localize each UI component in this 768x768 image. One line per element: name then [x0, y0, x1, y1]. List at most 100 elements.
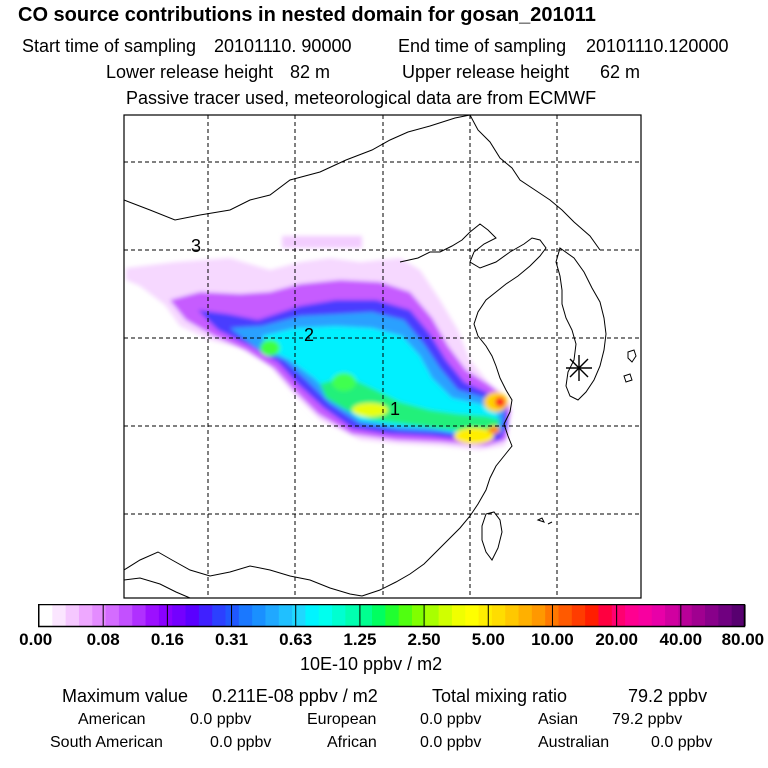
- colorbar-tick-label: 1.25: [343, 630, 377, 649]
- colorbar-cell: [158, 605, 173, 626]
- coast-bohai: [469, 115, 601, 251]
- border-north: [124, 115, 471, 221]
- region-label-2: 2: [304, 325, 314, 345]
- graticule: [124, 115, 641, 598]
- asterisk-receptor-icon: [566, 355, 592, 381]
- plume-spot-green-west: [260, 340, 280, 356]
- colorbar-cell: [252, 605, 267, 626]
- colorbar-cell: [598, 605, 613, 626]
- colorbar-cell: [172, 605, 187, 626]
- asian-value: 79.2 ppbv: [612, 711, 683, 728]
- colorbar-cell: [478, 605, 493, 626]
- colorbar-cell: [318, 605, 333, 626]
- plume-band-cyan: [262, 326, 498, 434]
- coast-korea: [555, 247, 607, 401]
- colorbar-frame: [38, 604, 746, 628]
- colorbar-cell: [438, 605, 453, 626]
- colorbar-cell: [372, 605, 386, 626]
- colorbar-tick-label: 10.00: [531, 630, 574, 649]
- colorbar-cell: [52, 605, 67, 626]
- colorbar-tick-label: 0.16: [150, 630, 184, 649]
- region-label-3: 3: [191, 236, 201, 256]
- colorbar-cell: [465, 605, 480, 626]
- lower-height-label: Lower release height: [106, 62, 274, 82]
- plume-hotspot-orange: [488, 426, 500, 434]
- colorbar-cell: [198, 605, 213, 626]
- european-label: European: [307, 711, 377, 728]
- colorbar-cell: [625, 605, 640, 626]
- border-vietnam: [124, 577, 191, 598]
- colorbar-tick-label: 80.00: [721, 630, 765, 649]
- colorbar: [38, 604, 746, 628]
- colorbar-cell: [451, 605, 466, 626]
- colorbar-cell: [225, 605, 240, 626]
- plume-spot-yellow-center: [352, 403, 388, 417]
- colorbar-cell: [665, 605, 679, 626]
- colorbar-cell: [238, 605, 253, 626]
- map-frame: [123, 114, 642, 599]
- colorbar-cell: [705, 605, 719, 626]
- colorbar-cell: [65, 605, 80, 626]
- colorbar-cell: [305, 605, 320, 626]
- colorbar-cell: [691, 605, 706, 626]
- colorbar-cell: [385, 605, 400, 626]
- colorbar-cell: [292, 605, 307, 626]
- tracer-note: Passive tracer used, meteorological data…: [126, 88, 597, 108]
- colorbar-cell: [731, 605, 746, 626]
- african-label: African: [327, 734, 377, 751]
- colorbar-cell: [345, 605, 360, 626]
- colorbar-cell: [678, 605, 693, 626]
- map-title: CO source contributions in nested domain…: [18, 4, 596, 26]
- colorbar-cell: [332, 605, 346, 626]
- colorbar-cell: [105, 605, 120, 626]
- colorbar-cell: [132, 605, 147, 626]
- south-american-label: South American: [50, 734, 163, 751]
- upper-height-value: 62 m: [600, 62, 641, 82]
- colorbar-cell: [531, 605, 546, 626]
- start-time-label: Start time of sampling: [22, 36, 197, 56]
- colorbar-tick-label: 0.63: [279, 630, 313, 649]
- colorbar-cell: [398, 605, 413, 626]
- colorbar-tick-label: 5.00: [471, 630, 505, 649]
- upper-height-label: Upper release height: [402, 62, 570, 82]
- total-mixing-value: 79.2 ppbv: [628, 686, 708, 706]
- colorbar-cell: [278, 605, 293, 626]
- colorbar-cell: [505, 605, 520, 626]
- colorbar-tick-label: 0.00: [19, 630, 53, 649]
- colorbar-cell: [145, 605, 160, 626]
- colorbar-cell: [78, 605, 93, 626]
- colorbar-cell: [558, 605, 573, 626]
- colorbar-cell: [638, 605, 653, 626]
- plume-band-green: [320, 376, 500, 432]
- colorbar-cell: [425, 605, 440, 626]
- colorbar-cell: [718, 605, 733, 626]
- end-time-label: End time of sampling: [398, 36, 567, 56]
- european-value: 0.0 ppbv: [420, 711, 482, 728]
- coast-islands: [536, 517, 553, 525]
- coast-eastchina: [361, 223, 547, 597]
- american-label: American: [78, 711, 146, 728]
- colorbar-cell: [358, 605, 373, 626]
- plume-hotspot-red: [495, 397, 505, 407]
- asian-label: Asian: [538, 711, 579, 728]
- source-map: 1 2 3: [123, 114, 642, 599]
- african-value: 0.0 ppbv: [420, 734, 482, 751]
- colorbar-cell: [518, 605, 533, 626]
- colorbar-units: 10E-10 ppbv / m2: [300, 654, 443, 674]
- colorbar-cell: [651, 605, 666, 626]
- plume-patch-top: [282, 236, 362, 248]
- border-southwest: [124, 551, 363, 597]
- coast-taiwan: [481, 511, 503, 561]
- colorbar-cell: [571, 605, 586, 626]
- colorbar-cell: [212, 605, 227, 626]
- start-time-value: 20101110. 90000: [214, 36, 352, 56]
- australian-value: 0.0 ppbv: [651, 734, 713, 751]
- colorbar-tick-label: 0.08: [86, 630, 120, 649]
- total-mixing-label: Total mixing ratio: [432, 686, 568, 706]
- colorbar-cell: [265, 605, 280, 626]
- colorbar-cell: [611, 605, 626, 626]
- max-value-label: Maximum value: [62, 686, 189, 706]
- colorbar-cell: [411, 605, 426, 626]
- lower-height-value: 82 m: [290, 62, 331, 82]
- colorbar-cell: [118, 605, 133, 626]
